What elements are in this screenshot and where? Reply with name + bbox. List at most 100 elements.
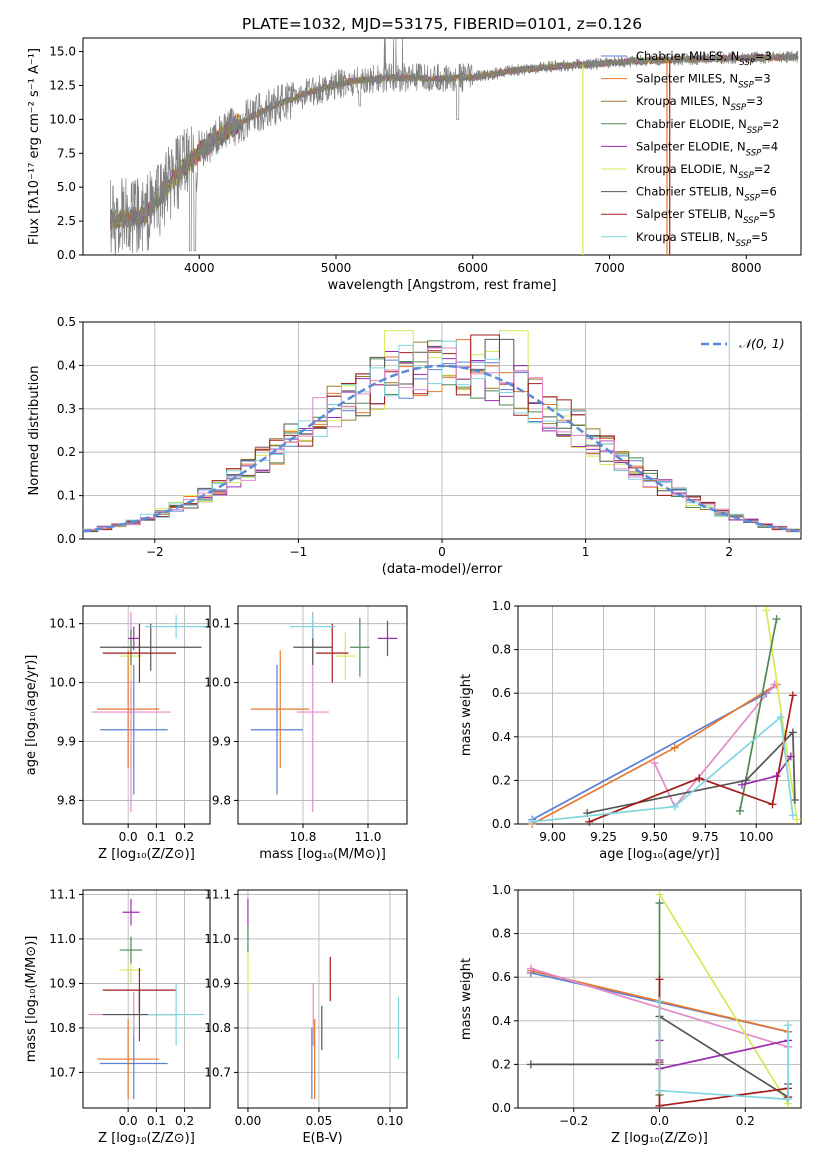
y-tick-label: 15.0 [49, 45, 76, 59]
data-point [788, 691, 797, 700]
data-point [762, 606, 771, 615]
x-tick-label: 0.2 [175, 1114, 194, 1128]
data-point [695, 774, 704, 783]
x-tick-label: 0.10 [377, 1114, 404, 1128]
x-tick-label: 10.00 [739, 830, 773, 844]
axes-frame [82, 889, 211, 1109]
x-tick-label: 0.1 [147, 830, 166, 844]
series-line-sst [588, 695, 794, 823]
legend-label: Salpeter ELODIE, NSSP=4 [636, 139, 778, 158]
spectrum-lines [109, 38, 799, 255]
y-tick-label: 11.1 [204, 887, 231, 901]
y-tick-label: 0.3 [57, 402, 76, 416]
series-line-kst [532, 715, 794, 823]
y-tick-label: 0.0 [492, 1101, 511, 1115]
y-axis-label: mass [log₁₀(M/M⊙)] [24, 936, 39, 1063]
data-point [742, 776, 751, 785]
data-point [655, 997, 664, 1006]
figure-title: PLATE=1032, MJD=53175, FIBERID=0101, z=0… [242, 15, 642, 33]
data-point [735, 806, 744, 815]
panel-mass_weight_vs_Z: −0.2 0.0 0.2 0.0 0.2 0.4 0.6 0.8 1.0 Z [log₁₀(Z/Z… [459, 883, 802, 1146]
panel-age_vs_Z: 0.0 0.1 0.2 9.8 9.9 10.0 10.1 Z [log₁₀(Z/Z⊙)] ag… [24, 605, 211, 862]
data-point [790, 796, 799, 805]
y-axis-label: Normed distribution [27, 366, 42, 496]
data-point [670, 802, 679, 811]
legend-label: Kroupa ELODIE, NSSP=2 [636, 162, 771, 181]
legend-label: Kroupa STELIB, NSSP=5 [636, 230, 768, 249]
x-tick-label: 8000 [731, 261, 762, 275]
y-tick-label: 10.0 [49, 112, 76, 126]
x-axis-label: Z [log₁₀(Z/Z⊙)] [611, 1131, 708, 1146]
panel-mass_vs_Z: 0.0 0.1 0.2 10.7 10.8 10.9 11.0 11.1 Z [log₁₀(Z/… [24, 887, 211, 1146]
x-tick-label: 0.0 [119, 1114, 138, 1128]
x-tick-label: 5000 [321, 261, 352, 275]
x-tick-label: 7000 [594, 261, 625, 275]
data-point [655, 1101, 664, 1110]
legend-label: Chabrier MILES, NSSP=3 [636, 49, 772, 68]
x-tick-label: 9.50 [641, 830, 668, 844]
y-tick-label: 9.8 [212, 793, 231, 807]
axes-frame [237, 889, 408, 1109]
x-tick-label: 4000 [184, 261, 215, 275]
y-tick-label: 9.9 [212, 735, 231, 749]
x-tick-label: −2 [146, 545, 164, 559]
y-axis-label: mass weight [459, 674, 474, 756]
y-tick-label: 10.7 [49, 1065, 76, 1079]
y-tick-label: 0.2 [492, 773, 511, 787]
x-tick-label: 0.2 [175, 830, 194, 844]
y-tick-label: 0.1 [57, 489, 76, 503]
data-point [788, 728, 797, 737]
y-tick-label: 1.0 [492, 883, 511, 897]
data-point [784, 1095, 793, 1104]
axes-frame [517, 605, 802, 825]
x-tick-label: 6000 [457, 261, 488, 275]
x-axis-label: Z [log₁₀(Z/Z⊙)] [98, 1131, 195, 1146]
y-tick-label: 11.0 [49, 932, 76, 946]
y-tick-label: 9.9 [57, 735, 76, 749]
y-axis-label: Flux [fλ10⁻¹⁷ erg cm⁻² s⁻¹ A⁻¹] [27, 48, 42, 245]
histogram-kst [83, 340, 801, 531]
data-point [788, 811, 797, 820]
x-tick-label: 1 [582, 545, 590, 559]
panel-mass_vs_EBV: 0.00 0.05 0.10 10.7 10.8 10.9 11.0 11.1 E(B-V) [204, 887, 408, 1146]
x-axis-label: age [log₁₀(age/yr)] [599, 847, 720, 862]
x-tick-label: 2 [725, 545, 733, 559]
y-tick-label: 1.0 [492, 599, 511, 613]
data-point [768, 800, 777, 809]
panel-mass_weight_vs_age: 9.00 9.25 9.50 9.75 10.00 0.0 0.2 0.4 0.6 0.8 1.0 a… [459, 599, 802, 862]
x-tick-label: 0.0 [650, 1114, 669, 1128]
x-axis-label: E(B-V) [302, 1131, 342, 1146]
y-tick-label: 10.7 [204, 1065, 231, 1079]
axes-frame [82, 321, 802, 540]
x-tick-label: −0.2 [559, 1114, 588, 1128]
x-axis-label: (data-model)/error [382, 562, 503, 577]
y-tick-label: 0.8 [492, 643, 511, 657]
y-tick-label: 0.4 [492, 1014, 511, 1028]
panel-residuals: −2 −1 0 1 2 0.0 0.1 0.2 0.3 0.4 0.5 (data-model)/er… [27, 315, 802, 577]
y-tick-label: 10.8 [49, 1021, 76, 1035]
data-point [784, 1021, 793, 1030]
x-tick-label: 0 [438, 545, 446, 559]
data-point [655, 1086, 664, 1095]
panel-spectrum: 4000 5000 6000 7000 8000 0.0 2.5 5.0 7.5 10.0 12.5… [27, 37, 802, 293]
y-tick-label: 0.0 [492, 817, 511, 831]
y-axis-label: mass weight [459, 958, 474, 1040]
x-tick-label: 0.2 [736, 1114, 755, 1128]
y-tick-label: 2.5 [57, 214, 76, 228]
axes-frame [82, 605, 211, 825]
data-point [526, 1060, 535, 1069]
x-tick-label: 0.1 [147, 1114, 166, 1128]
y-tick-label: 12.5 [49, 78, 76, 92]
y-tick-label: 10.8 [204, 1021, 231, 1035]
y-tick-label: 0.0 [57, 248, 76, 262]
y-tick-label: 10.0 [204, 676, 231, 690]
data-point [526, 964, 535, 973]
gaussian-curve [82, 364, 802, 533]
y-tick-label: 0.4 [492, 730, 511, 744]
plots: 4000 5000 6000 7000 80000.02.55.07.510.012.5… [24, 37, 802, 1146]
x-tick-label: 0.0 [119, 830, 138, 844]
histogram-pink [83, 347, 801, 532]
y-tick-label: 0.6 [492, 686, 511, 700]
x-axis-label: mass [log₁₀(M/M⊙)] [259, 847, 386, 862]
data-point [776, 713, 785, 722]
